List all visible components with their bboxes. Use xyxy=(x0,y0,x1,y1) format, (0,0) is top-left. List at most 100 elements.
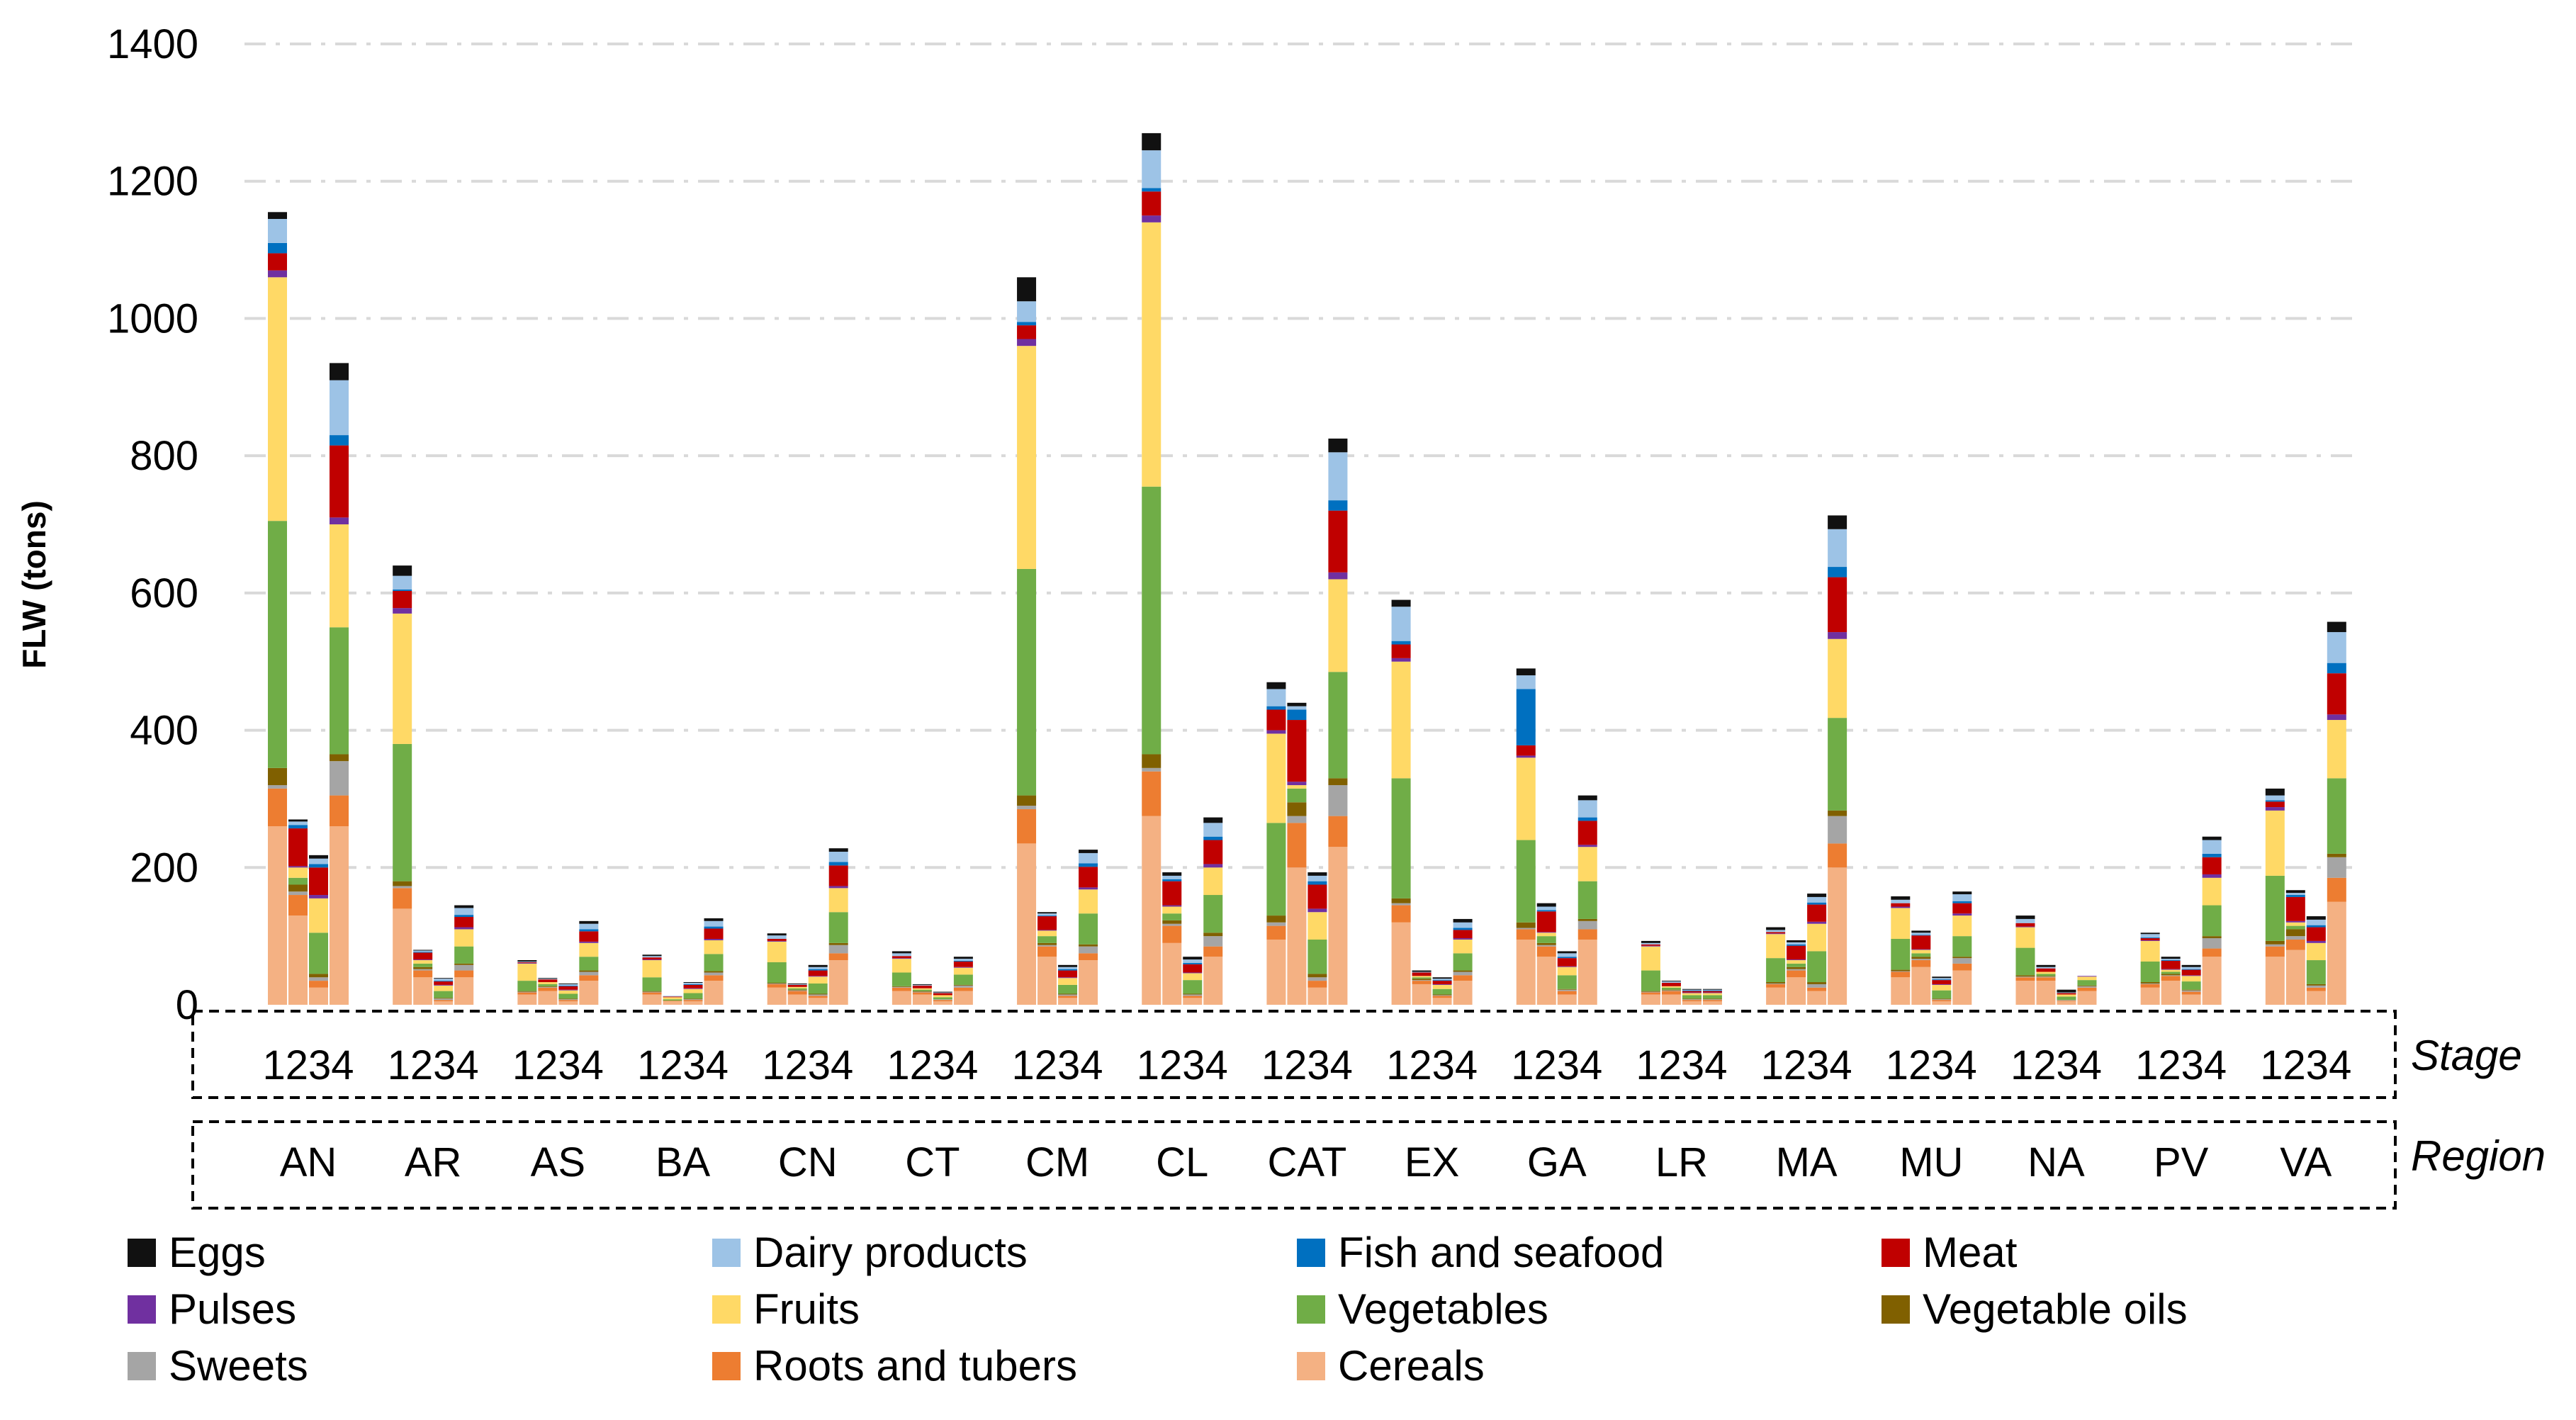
bar-segment-ex-3-pulses xyxy=(1432,984,1452,985)
bar-segment-cat-1-vegetables xyxy=(1266,823,1286,916)
bar-segment-ba-1-pulses xyxy=(642,959,662,961)
bar-segment-na-1-cereals xyxy=(2015,981,2035,1005)
bar-segment-ga-2-vegetable-oils xyxy=(1536,942,1556,945)
bar-segment-ct-3-sweets xyxy=(933,999,952,1001)
bar-segment-cm-2-vegetables xyxy=(1037,936,1057,943)
bar-segment-pv-2-vegetable-oils xyxy=(2161,974,2181,976)
bar-segment-ar-4-meat xyxy=(454,917,474,928)
bar-segment-va-4-dairy-products xyxy=(2327,632,2346,663)
bar-segment-cl-3-fish-and-seafood xyxy=(1183,962,1203,964)
bar-segment-va-1-dairy-products xyxy=(2265,795,2285,801)
bar-segment-ex-3-vegetables xyxy=(1432,988,1452,995)
bar-segment-na-1-roots-and-tubers xyxy=(2015,977,2035,981)
bar-segment-ma-3-pulses xyxy=(1807,921,1827,924)
bar-segment-ma-3-fruits xyxy=(1807,923,1827,952)
bar-segment-cm-3-cereals xyxy=(1058,998,1078,1005)
bar-segment-va-1-eggs xyxy=(2265,788,2285,796)
bar-segment-lr-4-meat xyxy=(1702,991,1722,993)
legend-label: Vegetables xyxy=(1338,1285,1548,1333)
bar-segment-ba-4-roots-and-tubers xyxy=(704,975,724,981)
y-tick-label: 400 xyxy=(130,708,198,754)
y-axis-ticks: 0 200 400 600 800 1000 1200 1400 xyxy=(107,21,198,1028)
bar-segment-ga-2-eggs xyxy=(1536,903,1556,907)
bar-segment-ma-2-roots-and-tubers xyxy=(1787,970,1806,978)
bar-segment-cn-3-vegetables xyxy=(808,983,828,994)
bar-segment-ma-3-vegetables xyxy=(1807,951,1827,983)
bar-segment-cat-1-fruits xyxy=(1266,733,1286,823)
bar-segment-cat-4-roots-and-tubers xyxy=(1328,816,1348,847)
bar-segment-cn-4-eggs xyxy=(828,848,848,852)
bar-segment-cat-1-meat xyxy=(1266,709,1286,731)
bar-segment-ba-1-roots-and-tubers xyxy=(642,992,662,995)
bar-segment-ex-1-cereals xyxy=(1391,922,1411,1005)
bar-segment-cn-1-dairy-products xyxy=(767,935,787,940)
bar-segment-as-3-fruits xyxy=(558,990,578,994)
bar-segment-lr-2-meat xyxy=(1661,983,1681,986)
bar-segment-cm-1-eggs xyxy=(1017,277,1037,302)
bar-segment-ba-4-eggs xyxy=(704,918,724,921)
bar-segment-cn-1-vegetable-oils xyxy=(767,983,787,984)
bar-segment-ga-4-meat xyxy=(1577,821,1597,845)
bar-segment-cl-1-vegetable-oils xyxy=(1142,754,1162,768)
bar-segment-mu-1-pulses xyxy=(1891,906,1911,908)
bar-segment-ct-4-pulses xyxy=(953,967,973,968)
bar-segment-ex-2-dairy-products xyxy=(1412,971,1432,973)
bar-segment-lr-2-vegetable-oils xyxy=(1661,989,1681,991)
bar-segment-cl-2-roots-and-tubers xyxy=(1162,925,1182,943)
bar-segment-cat-3-meat xyxy=(1307,884,1327,909)
bar-segment-cn-3-roots-and-tubers xyxy=(808,996,828,998)
bar-segment-na-2-fruits xyxy=(2036,971,2056,974)
bar-segment-mu-3-meat xyxy=(1932,980,1952,984)
bar-segment-mu-4-roots-and-tubers xyxy=(1952,963,1972,971)
bar-segment-mu-1-dairy-products xyxy=(1891,899,1911,903)
bar-segment-as-3-vegetable-oils xyxy=(558,998,578,1000)
bar-segment-cn-1-pulses xyxy=(767,940,787,942)
bar-segment-ma-2-dairy-products xyxy=(1787,942,1806,945)
bar-segment-ba-4-vegetables xyxy=(704,954,724,971)
bar-segment-ma-2-fish-and-seafood xyxy=(1787,944,1806,946)
bar-segment-cn-1-fruits xyxy=(767,941,787,962)
bar-segment-ba-4-dairy-products xyxy=(704,920,724,927)
bar-segment-va-2-pulses xyxy=(2285,920,2305,923)
bar-segment-na-4-roots-and-tubers xyxy=(2077,987,2097,991)
bars xyxy=(268,133,2346,1005)
bar-segment-cn-4-sweets xyxy=(828,945,848,954)
bar-segment-an-4-eggs xyxy=(330,363,349,381)
bar-segment-ba-3-pulses xyxy=(683,988,703,989)
bar-segment-ex-3-eggs xyxy=(1432,977,1452,979)
bar-segment-an-4-vegetables xyxy=(330,627,349,755)
bar-segment-ct-4-sweets xyxy=(953,985,973,988)
bar-segment-mu-3-pulses xyxy=(1932,984,1952,985)
bar-segment-as-1-vegetable-oils xyxy=(517,991,537,992)
bar-segment-ar-2-vegetables xyxy=(413,963,433,967)
bar-segment-mu-2-vegetables xyxy=(1911,953,1931,957)
legend-label: Dairy products xyxy=(753,1229,1028,1276)
bar-segment-va-3-pulses xyxy=(2306,940,2326,943)
bar-segment-va-3-cereals xyxy=(2306,991,2326,1005)
legend-label: Roots and tubers xyxy=(753,1342,1077,1390)
bar-segment-ex-3-vegetable-oils xyxy=(1432,994,1452,996)
bar-segment-an-2-meat xyxy=(288,828,308,867)
bar-segment-ma-2-cereals xyxy=(1787,977,1806,1005)
bar-segment-an-4-cereals xyxy=(330,826,349,1005)
bar-segment-va-1-fish-and-seafood xyxy=(2265,800,2285,802)
bar-segment-ga-3-eggs xyxy=(1557,951,1577,954)
bar-segment-cl-4-meat xyxy=(1203,840,1223,864)
bar-segment-an-2-vegetables xyxy=(288,877,308,885)
legend-swatch xyxy=(128,1352,156,1380)
bar-segment-cm-1-cereals xyxy=(1017,843,1037,1005)
bar-segment-an-2-sweets xyxy=(288,891,308,896)
bar-segment-cm-4-vegetables xyxy=(1079,913,1098,945)
bar-segment-cat-4-meat xyxy=(1328,510,1348,573)
bar-segment-as-2-meat xyxy=(538,979,558,983)
bar-segment-cn-2-vegetables xyxy=(787,988,807,990)
region-label: AR xyxy=(405,1139,462,1185)
bar-segment-ex-3-dairy-products xyxy=(1432,979,1452,981)
bar-segment-cm-4-dairy-products xyxy=(1079,852,1098,864)
bar-segment-va-1-pulses xyxy=(2265,807,2285,811)
bar-segment-cl-3-eggs xyxy=(1183,957,1203,960)
bar-segment-as-1-vegetables xyxy=(517,981,537,991)
bar-segment-ct-2-cereals xyxy=(912,994,932,1005)
stage-row-title: Stage xyxy=(2411,1032,2522,1079)
bar-segment-ga-4-fruits xyxy=(1577,847,1597,881)
